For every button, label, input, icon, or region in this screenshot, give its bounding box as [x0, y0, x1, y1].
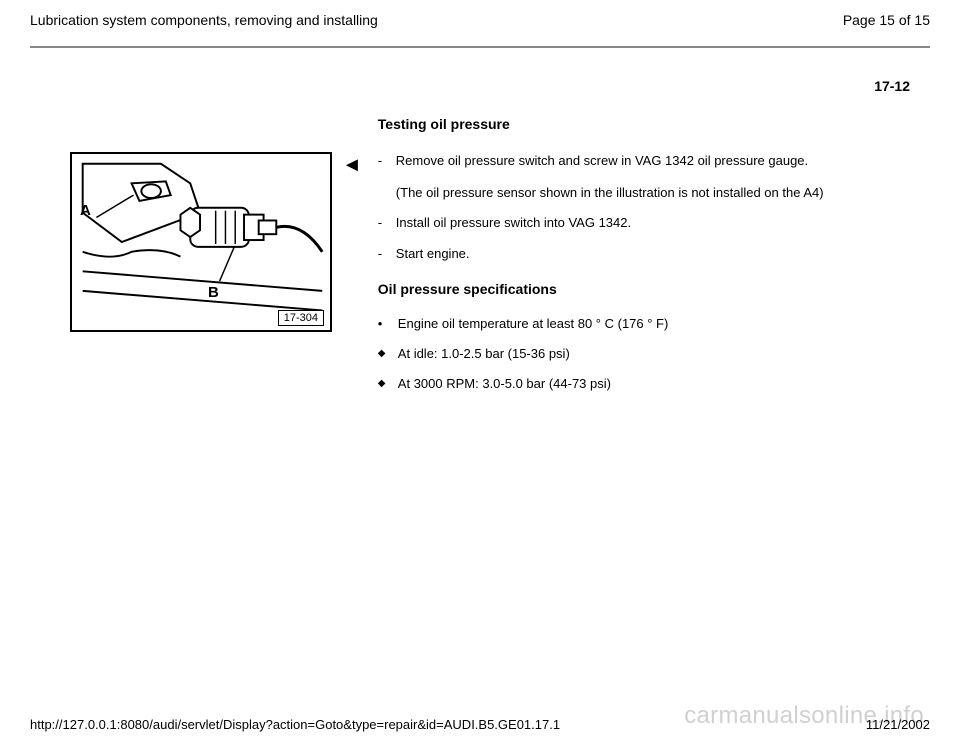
step-list: - Remove oil pressure switch and screw i… — [378, 152, 910, 170]
header-divider — [30, 46, 930, 48]
step-text: Install oil pressure switch into VAG 134… — [396, 214, 631, 232]
step-list: - Install oil pressure switch into VAG 1… — [378, 214, 910, 262]
header-title: Lubrication system components, removing … — [30, 12, 378, 28]
step-note: (The oil pressure sensor shown in the il… — [396, 184, 910, 202]
heading-specs: Oil pressure specifications — [378, 281, 910, 297]
footer-url: http://127.0.0.1:8080/audi/servlet/Displ… — [30, 717, 560, 732]
dash-bullet: - — [378, 214, 388, 232]
page-footer: http://127.0.0.1:8080/audi/servlet/Displ… — [30, 717, 930, 732]
illustration-svg — [72, 154, 330, 330]
illustration-label-a: A — [80, 202, 91, 219]
step-item: - Install oil pressure switch into VAG 1… — [378, 214, 910, 232]
diamond-icon: ◆ — [378, 345, 390, 363]
illustration-label-b: B — [208, 284, 219, 301]
spec-item: • Engine oil temperature at least 80 ° C… — [378, 315, 910, 333]
pointer-icon: ◄ — [342, 154, 362, 177]
page-header: Lubrication system components, removing … — [30, 12, 930, 28]
left-column: A B 17-304 ◄ — [70, 116, 362, 332]
footer-date: 11/21/2002 — [866, 717, 930, 732]
main-content: A B 17-304 ◄ Testing oil pressure - Remo… — [30, 116, 930, 405]
heading-testing: Testing oil pressure — [378, 116, 910, 132]
step-item: - Remove oil pressure switch and screw i… — [378, 152, 910, 170]
bullet-icon: • — [378, 315, 390, 333]
spec-item: ◆ At 3000 RPM: 3.0-5.0 bar (44-73 psi) — [378, 375, 910, 393]
illustration: A B 17-304 — [70, 152, 332, 332]
diamond-icon: ◆ — [378, 375, 390, 393]
right-column: Testing oil pressure - Remove oil pressu… — [378, 116, 930, 405]
step-text: Remove oil pressure switch and screw in … — [396, 152, 808, 170]
spec-text: At idle: 1.0-2.5 bar (15-36 psi) — [398, 345, 570, 363]
spec-text: At 3000 RPM: 3.0-5.0 bar (44-73 psi) — [398, 375, 611, 393]
step-item: - Start engine. — [378, 245, 910, 263]
illustration-code: 17-304 — [278, 310, 324, 326]
spec-item: ◆ At idle: 1.0-2.5 bar (15-36 psi) — [378, 345, 910, 363]
page-number: Page 15 of 15 — [843, 12, 930, 28]
step-text: Start engine. — [396, 245, 470, 263]
dash-bullet: - — [378, 245, 388, 263]
section-number: 17-12 — [30, 78, 930, 94]
spec-text: Engine oil temperature at least 80 ° C (… — [398, 315, 669, 333]
spec-list: • Engine oil temperature at least 80 ° C… — [378, 315, 910, 394]
dash-bullet: - — [378, 152, 388, 170]
